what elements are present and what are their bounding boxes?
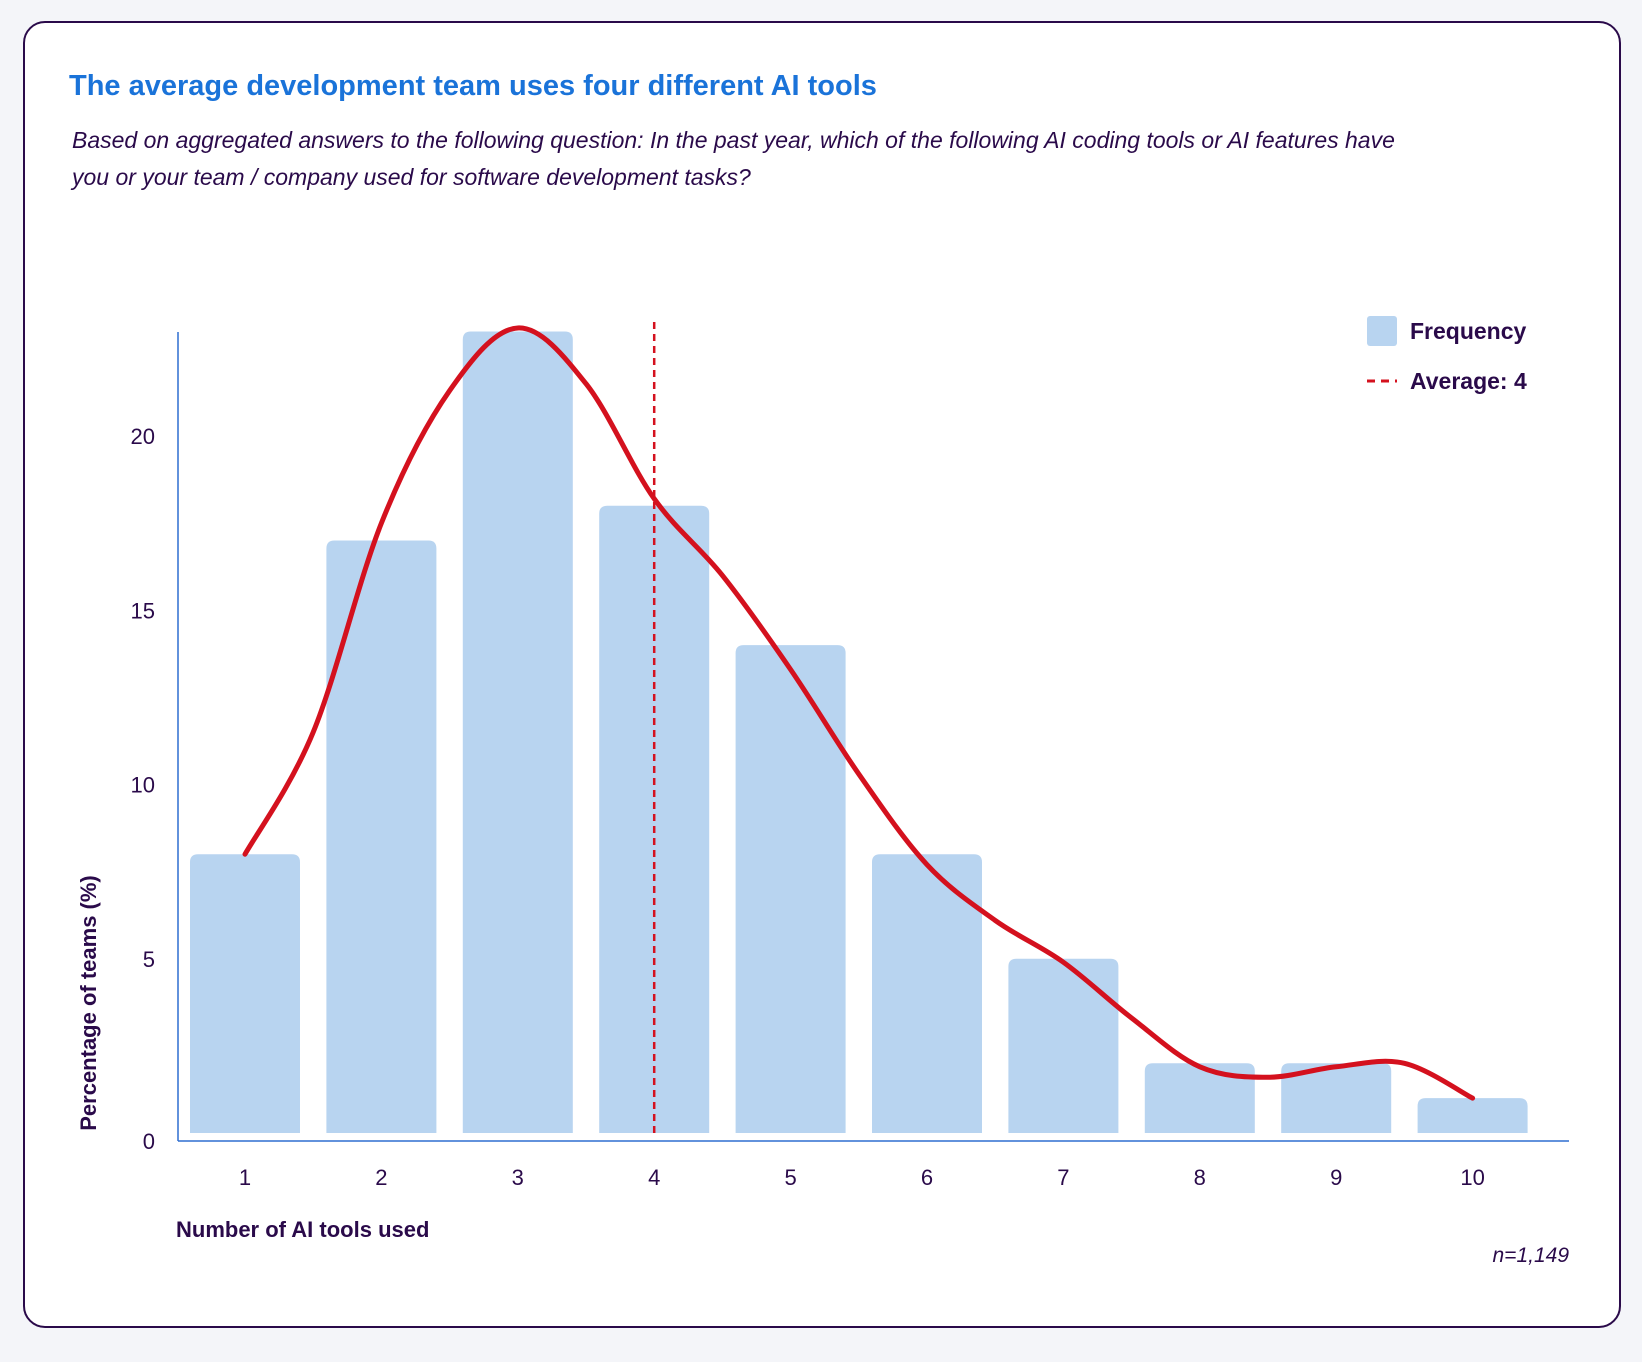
bar-1 [190, 854, 300, 1133]
y-tick-10: 10 [131, 773, 155, 798]
legend-average-label: Average: 4 [1410, 368, 1527, 394]
chart-subtitle: Based on aggregated answers to the follo… [72, 127, 1395, 190]
y-tick-5: 5 [143, 947, 155, 972]
bars-group [190, 331, 1528, 1133]
legend-frequency-swatch [1367, 316, 1397, 346]
x-tick-4: 4 [648, 1165, 660, 1190]
bar-7 [1008, 958, 1119, 1133]
bar-3 [462, 331, 573, 1133]
x-tick-3: 3 [512, 1165, 524, 1190]
x-tick-9: 9 [1330, 1165, 1342, 1190]
x-tick-7: 7 [1057, 1165, 1069, 1190]
legend-frequency-label: Frequency [1410, 318, 1527, 344]
x-tick-8: 8 [1194, 1165, 1206, 1190]
x-tick-2: 2 [375, 1165, 387, 1190]
y-axis-label: Percentage of teams (%) [76, 875, 101, 1131]
y-tick-0: 0 [143, 1129, 155, 1154]
x-tick-1: 1 [239, 1165, 251, 1190]
bar-6 [872, 854, 982, 1133]
sample-size-note: n=1,149 [1493, 1244, 1570, 1267]
x-tick-10: 10 [1460, 1165, 1484, 1190]
bar-5 [735, 645, 846, 1133]
bar-2 [326, 540, 437, 1133]
chart-title: The average development team uses four d… [69, 70, 877, 102]
x-axis-label: Number of AI tools used [176, 1217, 429, 1242]
bar-9 [1281, 1063, 1392, 1133]
y-tick-20: 20 [131, 424, 155, 449]
x-tick-labels: 1 2 3 4 5 6 7 8 9 10 [239, 1165, 1485, 1190]
smoothed-curve [242, 325, 1476, 1101]
y-tick-15: 15 [131, 598, 155, 623]
bar-10 [1417, 1098, 1528, 1133]
legend: Frequency Average: 4 [1367, 316, 1527, 394]
x-tick-6: 6 [921, 1165, 933, 1190]
bar-8 [1144, 1063, 1255, 1133]
y-tick-labels: 0 5 10 15 20 [131, 424, 155, 1154]
x-tick-5: 5 [784, 1165, 796, 1190]
